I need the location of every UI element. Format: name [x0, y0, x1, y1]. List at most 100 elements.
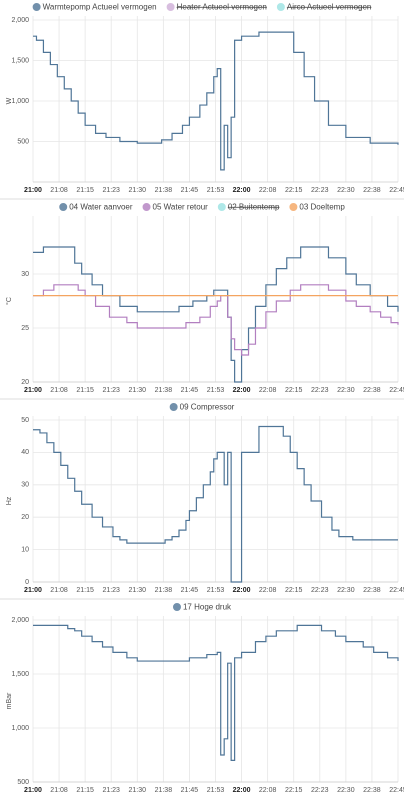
x-tick-label: 22:38 — [363, 787, 381, 794]
x-tick-label: 21:23 — [102, 587, 120, 594]
x-tick-label: 22:15 — [285, 187, 303, 194]
x-tick-label: 21:15 — [76, 587, 94, 594]
x-tick-label: 22:30 — [337, 387, 355, 394]
y-tick-label: 10 — [21, 546, 29, 553]
legend-item[interactable]: 04 Water aanvoer — [59, 203, 133, 212]
series-line — [33, 425, 398, 583]
legend: 09 Compressor — [169, 403, 235, 412]
y-axis-label: mBar — [6, 692, 13, 709]
x-tick-label: 22:15 — [285, 787, 303, 794]
legend-label: 02 Buitentemp — [228, 203, 280, 212]
x-tick-label: 22:23 — [311, 187, 329, 194]
x-tick-label: 21:08 — [50, 587, 68, 594]
x-tick-label: 22:30 — [337, 587, 355, 594]
x-tick-label: 21:45 — [181, 787, 199, 794]
x-tick-label: 21:53 — [207, 187, 225, 194]
y-tick-label: 2,000 — [11, 617, 29, 624]
legend-item[interactable]: 09 Compressor — [169, 403, 235, 412]
legend-label: 09 Compressor — [180, 403, 235, 412]
x-tick-label: 22:23 — [311, 387, 329, 394]
x-tick-label: 22:30 — [337, 187, 355, 194]
chart-panel: 0 10 20 30 40 50 21:00 21:08 21:15 21:23 21:30 21:3… — [0, 403, 404, 600]
x-tick-label: 21:30 — [129, 387, 147, 394]
y-tick-label: 20 — [21, 379, 29, 386]
chart-panel: 500 1,000 1,500 2,000 21:00 21:08 21:15 21:23 21… — [0, 3, 404, 200]
y-tick-label: 20 — [21, 514, 29, 521]
legend-swatch — [142, 203, 151, 211]
x-tick-label: 21:08 — [50, 787, 68, 794]
x-tick-label: 21:00 — [24, 787, 42, 794]
x-tick-label: 21:00 — [24, 187, 42, 194]
chart-panel: 500 1,000 1,500 2,000 21:00 21:08 21:15 21:23 21… — [6, 603, 404, 794]
legend-item[interactable]: 05 Water retour — [142, 203, 209, 212]
x-tick-label: 22:00 — [233, 187, 251, 194]
legend: 17 Hoge druk — [172, 603, 232, 612]
x-tick-label: 22:15 — [285, 387, 303, 394]
legend-label: Warmtepomp Actueel vermogen — [43, 3, 157, 12]
y-tick-label: 1,500 — [11, 671, 29, 678]
series-line — [33, 624, 399, 761]
y-tick-label: 50 — [21, 417, 29, 424]
legend-label: 17 Hoge druk — [183, 603, 232, 612]
legend-swatch — [217, 203, 226, 211]
legend-item[interactable]: 03 Doeltemp — [289, 203, 345, 212]
legend-label: 05 Water retour — [153, 203, 209, 212]
legend-swatch — [169, 403, 178, 411]
y-tick-label: 0 — [25, 579, 29, 586]
x-tick-label: 22:08 — [259, 387, 277, 394]
y-tick-label: 40 — [21, 449, 29, 456]
x-tick-label: 22:38 — [363, 187, 381, 194]
x-tick-label: 22:15 — [285, 587, 303, 594]
legend-item[interactable]: Warmtepomp Actueel vermogen — [32, 3, 157, 12]
x-tick-label: 22:08 — [259, 787, 277, 794]
x-tick-label: 21:45 — [181, 587, 199, 594]
x-tick-label: 21:53 — [207, 387, 225, 394]
x-tick-label: 22:45 — [389, 187, 404, 194]
x-tick-label: 21:30 — [129, 587, 147, 594]
x-tick-label: 21:08 — [50, 187, 68, 194]
x-tick-label: 22:00 — [233, 387, 251, 394]
y-tick-label: 2,000 — [11, 17, 29, 24]
x-tick-label: 21:30 — [129, 187, 147, 194]
x-tick-label: 21:00 — [24, 387, 42, 394]
x-tick-label: 21:08 — [50, 387, 68, 394]
legend-label: 04 Water aanvoer — [69, 203, 133, 212]
legend-item[interactable]: Heater Actueel vermogen — [166, 3, 267, 12]
y-tick-label: 1,000 — [11, 98, 29, 105]
y-tick-label: 1,500 — [11, 57, 29, 64]
y-axis-label: Hz — [6, 496, 13, 505]
legend-swatch — [276, 3, 285, 11]
x-tick-label: 21:23 — [102, 387, 120, 394]
legend-swatch — [166, 3, 175, 11]
y-axis-label: W — [6, 97, 13, 104]
legend-swatch — [172, 603, 181, 611]
legend-swatch — [289, 203, 298, 211]
legend-item[interactable]: 02 Buitentemp — [217, 203, 280, 212]
x-tick-label: 21:23 — [102, 187, 120, 194]
legend-item[interactable]: Airco Actueel vermogen — [276, 3, 372, 12]
legend: 04 Water aanvoer 05 Water retour 02 Buiten… — [59, 203, 345, 212]
x-tick-label: 22:45 — [389, 387, 404, 394]
x-tick-label: 21:15 — [76, 787, 94, 794]
x-tick-label: 22:38 — [363, 587, 381, 594]
y-axis-label: °C — [5, 297, 13, 305]
chart-panel: 20 25 30 21:00 21:08 21:15 21:23 21:30 21:38 21:4… — [0, 203, 404, 400]
y-tick-label: 30 — [21, 482, 29, 489]
legend: Warmtepomp Actueel vermogen Heater Actuee… — [32, 3, 372, 12]
x-tick-label: 21:15 — [76, 387, 94, 394]
x-tick-label: 22:38 — [363, 387, 381, 394]
x-tick-label: 22:00 — [233, 587, 251, 594]
x-tick-label: 21:38 — [155, 187, 173, 194]
x-tick-label: 22:45 — [389, 787, 404, 794]
x-tick-label: 22:08 — [259, 587, 277, 594]
legend-swatch — [59, 203, 68, 211]
x-tick-label: 21:45 — [181, 387, 199, 394]
series-line — [33, 246, 399, 383]
y-tick-label: 30 — [21, 271, 29, 278]
legend-label: Airco Actueel vermogen — [287, 3, 372, 12]
x-tick-label: 22:23 — [311, 587, 329, 594]
y-tick-label: 500 — [17, 138, 29, 145]
x-tick-label: 21:45 — [181, 187, 199, 194]
legend-item[interactable]: 17 Hoge druk — [172, 603, 232, 612]
legend-label: 03 Doeltemp — [299, 203, 345, 212]
